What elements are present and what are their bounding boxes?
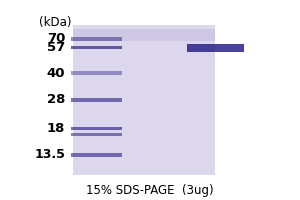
Bar bbox=[71, 46, 122, 49]
FancyBboxPatch shape bbox=[73, 25, 215, 175]
Bar bbox=[71, 71, 122, 75]
Text: 70: 70 bbox=[47, 32, 65, 45]
Bar bbox=[71, 153, 122, 157]
Text: 40: 40 bbox=[47, 67, 65, 80]
Bar bbox=[71, 133, 122, 136]
Text: 15% SDS-PAGE  (3ug): 15% SDS-PAGE (3ug) bbox=[86, 184, 214, 197]
Text: 28: 28 bbox=[47, 93, 65, 106]
Text: 57: 57 bbox=[47, 41, 65, 54]
Bar bbox=[71, 98, 122, 102]
Text: 18: 18 bbox=[47, 122, 65, 135]
Text: 13.5: 13.5 bbox=[34, 148, 65, 161]
Bar bbox=[187, 44, 244, 52]
Bar bbox=[71, 37, 122, 41]
Bar bbox=[71, 127, 122, 130]
Bar bbox=[73, 29, 215, 41]
Text: (kDa): (kDa) bbox=[39, 16, 71, 29]
